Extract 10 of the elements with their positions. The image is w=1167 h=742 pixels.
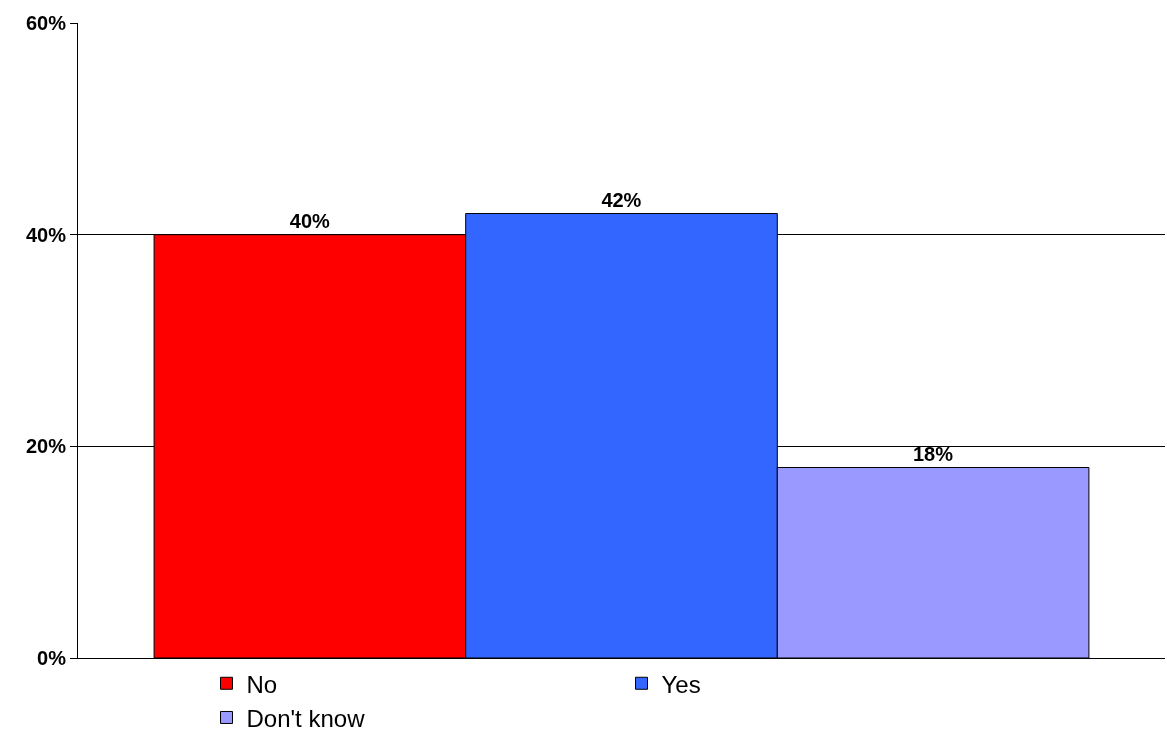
y-tick-label: 0% <box>37 647 67 669</box>
data-label: 18% <box>912 442 954 465</box>
y-tick-label: 60% <box>25 12 67 34</box>
legend-label: No <box>246 670 278 698</box>
data-label: 40% <box>289 209 331 232</box>
legend-label: Don't know <box>246 704 366 732</box>
y-tick-label: 20% <box>25 435 67 458</box>
y-tick-label: 40% <box>25 223 67 246</box>
legend-label: Yes <box>661 670 701 698</box>
data-label: 42% <box>601 188 642 211</box>
